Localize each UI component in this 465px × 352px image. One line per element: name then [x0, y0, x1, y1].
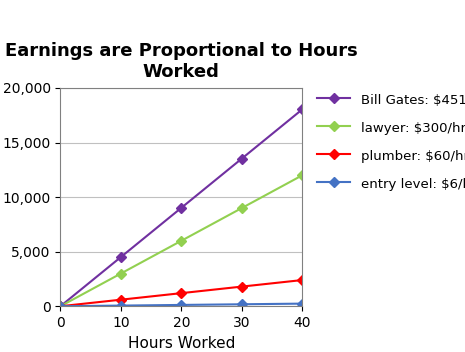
Line: lawyer: $300/hr: lawyer: $300/hr [57, 172, 306, 310]
entry level: $6/hr: (10, 60): $6/hr: (10, 60) [118, 303, 124, 308]
plumber: $60/hr: (20, 1.2e+03): $60/hr: (20, 1.2e+03) [179, 291, 184, 295]
plumber: $60/hr: (30, 1.8e+03): $60/hr: (30, 1.8e+03) [239, 284, 245, 289]
lawyer: $300/hr: (20, 6e+03): $300/hr: (20, 6e+03) [179, 239, 184, 243]
entry level: $6/hr: (20, 120): $6/hr: (20, 120) [179, 303, 184, 307]
Bill Gates: $451/hr: (20, 9.02e+03): $451/hr: (20, 9.02e+03) [179, 206, 184, 210]
Bill Gates: $451/hr: (10, 4.51e+03): $451/hr: (10, 4.51e+03) [118, 255, 124, 259]
X-axis label: Hours Worked: Hours Worked [128, 335, 235, 351]
entry level: $6/hr: (30, 180): $6/hr: (30, 180) [239, 302, 245, 306]
plumber: $60/hr: (10, 600): $60/hr: (10, 600) [118, 297, 124, 302]
lawyer: $300/hr: (30, 9e+03): $300/hr: (30, 9e+03) [239, 206, 245, 210]
plumber: $60/hr: (0, 0): $60/hr: (0, 0) [58, 304, 63, 308]
plumber: $60/hr: (40, 2.4e+03): $60/hr: (40, 2.4e+03) [299, 278, 305, 282]
entry level: $6/hr: (0, 0): $6/hr: (0, 0) [58, 304, 63, 308]
Title: Earnings are Proportional to Hours
Worked: Earnings are Proportional to Hours Worke… [5, 42, 358, 81]
lawyer: $300/hr: (10, 3e+03): $300/hr: (10, 3e+03) [118, 271, 124, 276]
Line: entry level: $6/hr: entry level: $6/hr [57, 300, 306, 310]
entry level: $6/hr: (40, 240): $6/hr: (40, 240) [299, 302, 305, 306]
Bill Gates: $451/hr: (0, 0): $451/hr: (0, 0) [58, 304, 63, 308]
Bill Gates: $451/hr: (40, 1.8e+04): $451/hr: (40, 1.8e+04) [299, 107, 305, 112]
Line: plumber: $60/hr: plumber: $60/hr [57, 277, 306, 310]
lawyer: $300/hr: (0, 0): $300/hr: (0, 0) [58, 304, 63, 308]
Legend: Bill Gates: $451/hr, lawyer: $300/hr, plumber: $60/hr, entry level: $6/hr: Bill Gates: $451/hr, lawyer: $300/hr, pl… [312, 88, 465, 196]
lawyer: $300/hr: (40, 1.2e+04): $300/hr: (40, 1.2e+04) [299, 173, 305, 177]
Line: Bill Gates: $451/hr: Bill Gates: $451/hr [57, 106, 306, 310]
Bill Gates: $451/hr: (30, 1.35e+04): $451/hr: (30, 1.35e+04) [239, 157, 245, 161]
